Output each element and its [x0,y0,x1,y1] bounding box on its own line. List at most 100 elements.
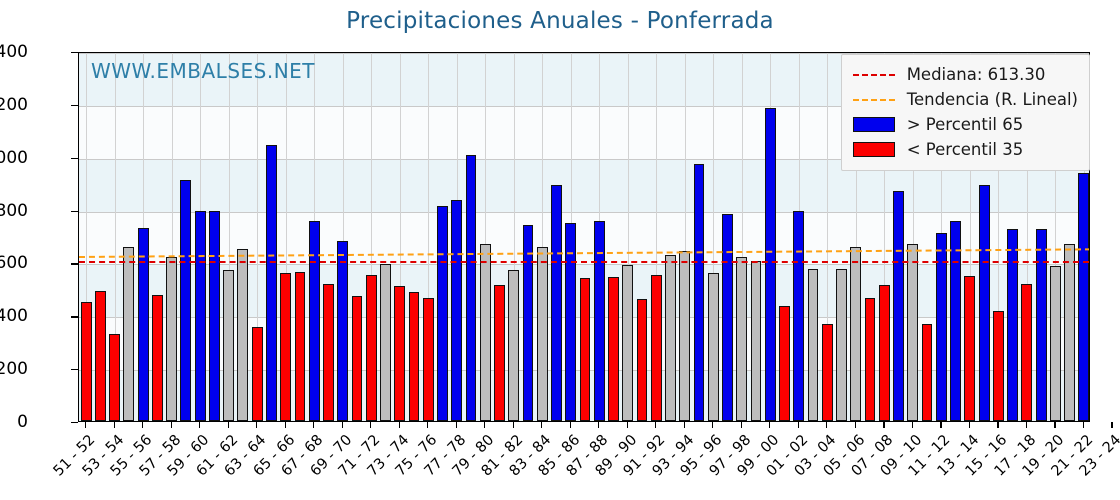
bar [878,285,890,421]
gridline-vertical [912,53,914,421]
legend-item-label: Mediana: 613.30 [906,65,1046,84]
bar [365,274,377,421]
gridline-horizontal [79,211,1089,213]
bar [679,251,691,421]
bar [893,191,904,421]
x-axis-tick-mark [712,422,714,428]
bar [935,232,947,421]
gridline-horizontal [79,158,1089,160]
legend-item[interactable]: Mediana: 613.30 [852,62,1078,87]
bar [251,327,263,421]
bar [736,257,748,421]
bar [380,263,391,421]
gridline-vertical [513,53,515,421]
gridline-vertical [884,53,886,421]
x-axis-tick-mark [484,422,486,428]
gridline-vertical [114,53,116,421]
x-axis-tick-mark [227,422,229,428]
bar [123,246,135,421]
legend-item-label: > Percentil 65 [906,115,1024,134]
bar [907,244,919,421]
y-axis-tick-label: 800 [0,200,28,221]
x-axis-tick-mark [1054,422,1056,428]
bar [1035,228,1047,421]
legend-item-label: < Percentil 35 [906,140,1024,159]
x-axis-tick-mark [626,422,628,428]
gridline-vertical [371,53,373,421]
x-axis-tick-mark [797,422,799,428]
bar [408,292,420,421]
x-axis-tick-mark [512,422,514,428]
bar [536,247,548,421]
x-axis-tick-mark [341,422,343,428]
x-axis-tick-mark [740,422,742,428]
bar [707,273,719,421]
x-axis-tick-mark [655,422,657,428]
bar [593,220,605,421]
gridline-vertical [741,53,743,421]
x-axis-tick-mark [370,422,372,428]
bar [80,301,92,421]
bar [992,311,1004,421]
bar [1078,172,1089,421]
bar [237,249,249,421]
y-axis-tick-label: 600 [0,253,28,274]
y-axis-tick-label: 1400 [0,42,28,62]
bar [622,264,634,421]
gridline-vertical [171,53,173,421]
bar [950,220,961,421]
bar [351,296,363,421]
x-axis-tick-mark [398,422,400,428]
gridline-vertical [656,53,658,421]
x-axis-tick-mark [826,422,828,428]
legend-item[interactable]: < Percentil 35 [852,137,1078,162]
x-axis-tick-mark [427,422,429,428]
x-axis-tick-mark [256,422,258,428]
bar [337,240,349,421]
bar [437,206,448,421]
x-axis-tick-mark [313,422,315,428]
gridline-vertical [542,53,544,421]
bar [964,275,976,421]
median-line [79,260,1089,263]
bar [650,274,662,421]
x-axis-tick-mark [113,422,115,428]
x-axis-tick-mark [170,422,172,428]
x-axis-tick-mark [854,422,856,428]
gridline-vertical [627,53,629,421]
bar [665,255,676,421]
x-axis-tick-mark [199,422,201,428]
bar [180,179,192,421]
y-axis-tick-mark [71,422,78,424]
bar [522,225,534,421]
bar [151,294,163,421]
x-axis-tick-mark [85,422,87,428]
x-axis-tick-mark [769,422,771,428]
legend-item-label: Tendencia (R. Lineal) [906,90,1078,109]
gridline-vertical [1026,53,1028,421]
bar [850,247,862,421]
x-axis-tick-mark [683,422,685,428]
bar [94,290,106,421]
bar [764,108,776,421]
bar [608,276,619,421]
x-axis-tick-mark [1111,422,1113,428]
bar [280,273,292,421]
legend-item[interactable]: Tendencia (R. Lineal) [852,87,1078,112]
gridline-vertical [1055,53,1057,421]
bar [1049,265,1061,421]
bar [1007,228,1019,421]
legend-item[interactable]: > Percentil 65 [852,112,1078,137]
bar [1021,284,1033,421]
x-axis-tick-mark [968,422,971,428]
watermark-label: WWW.EMBALSES.NET [91,59,316,83]
bar [479,244,491,421]
gridline-vertical [998,53,1000,421]
bar [451,200,463,421]
gridline-vertical [855,53,857,421]
bar [693,164,705,421]
bar [308,220,320,421]
y-axis-tick-label: 1000 [0,147,28,168]
y-axis-tick-mark [71,104,78,107]
